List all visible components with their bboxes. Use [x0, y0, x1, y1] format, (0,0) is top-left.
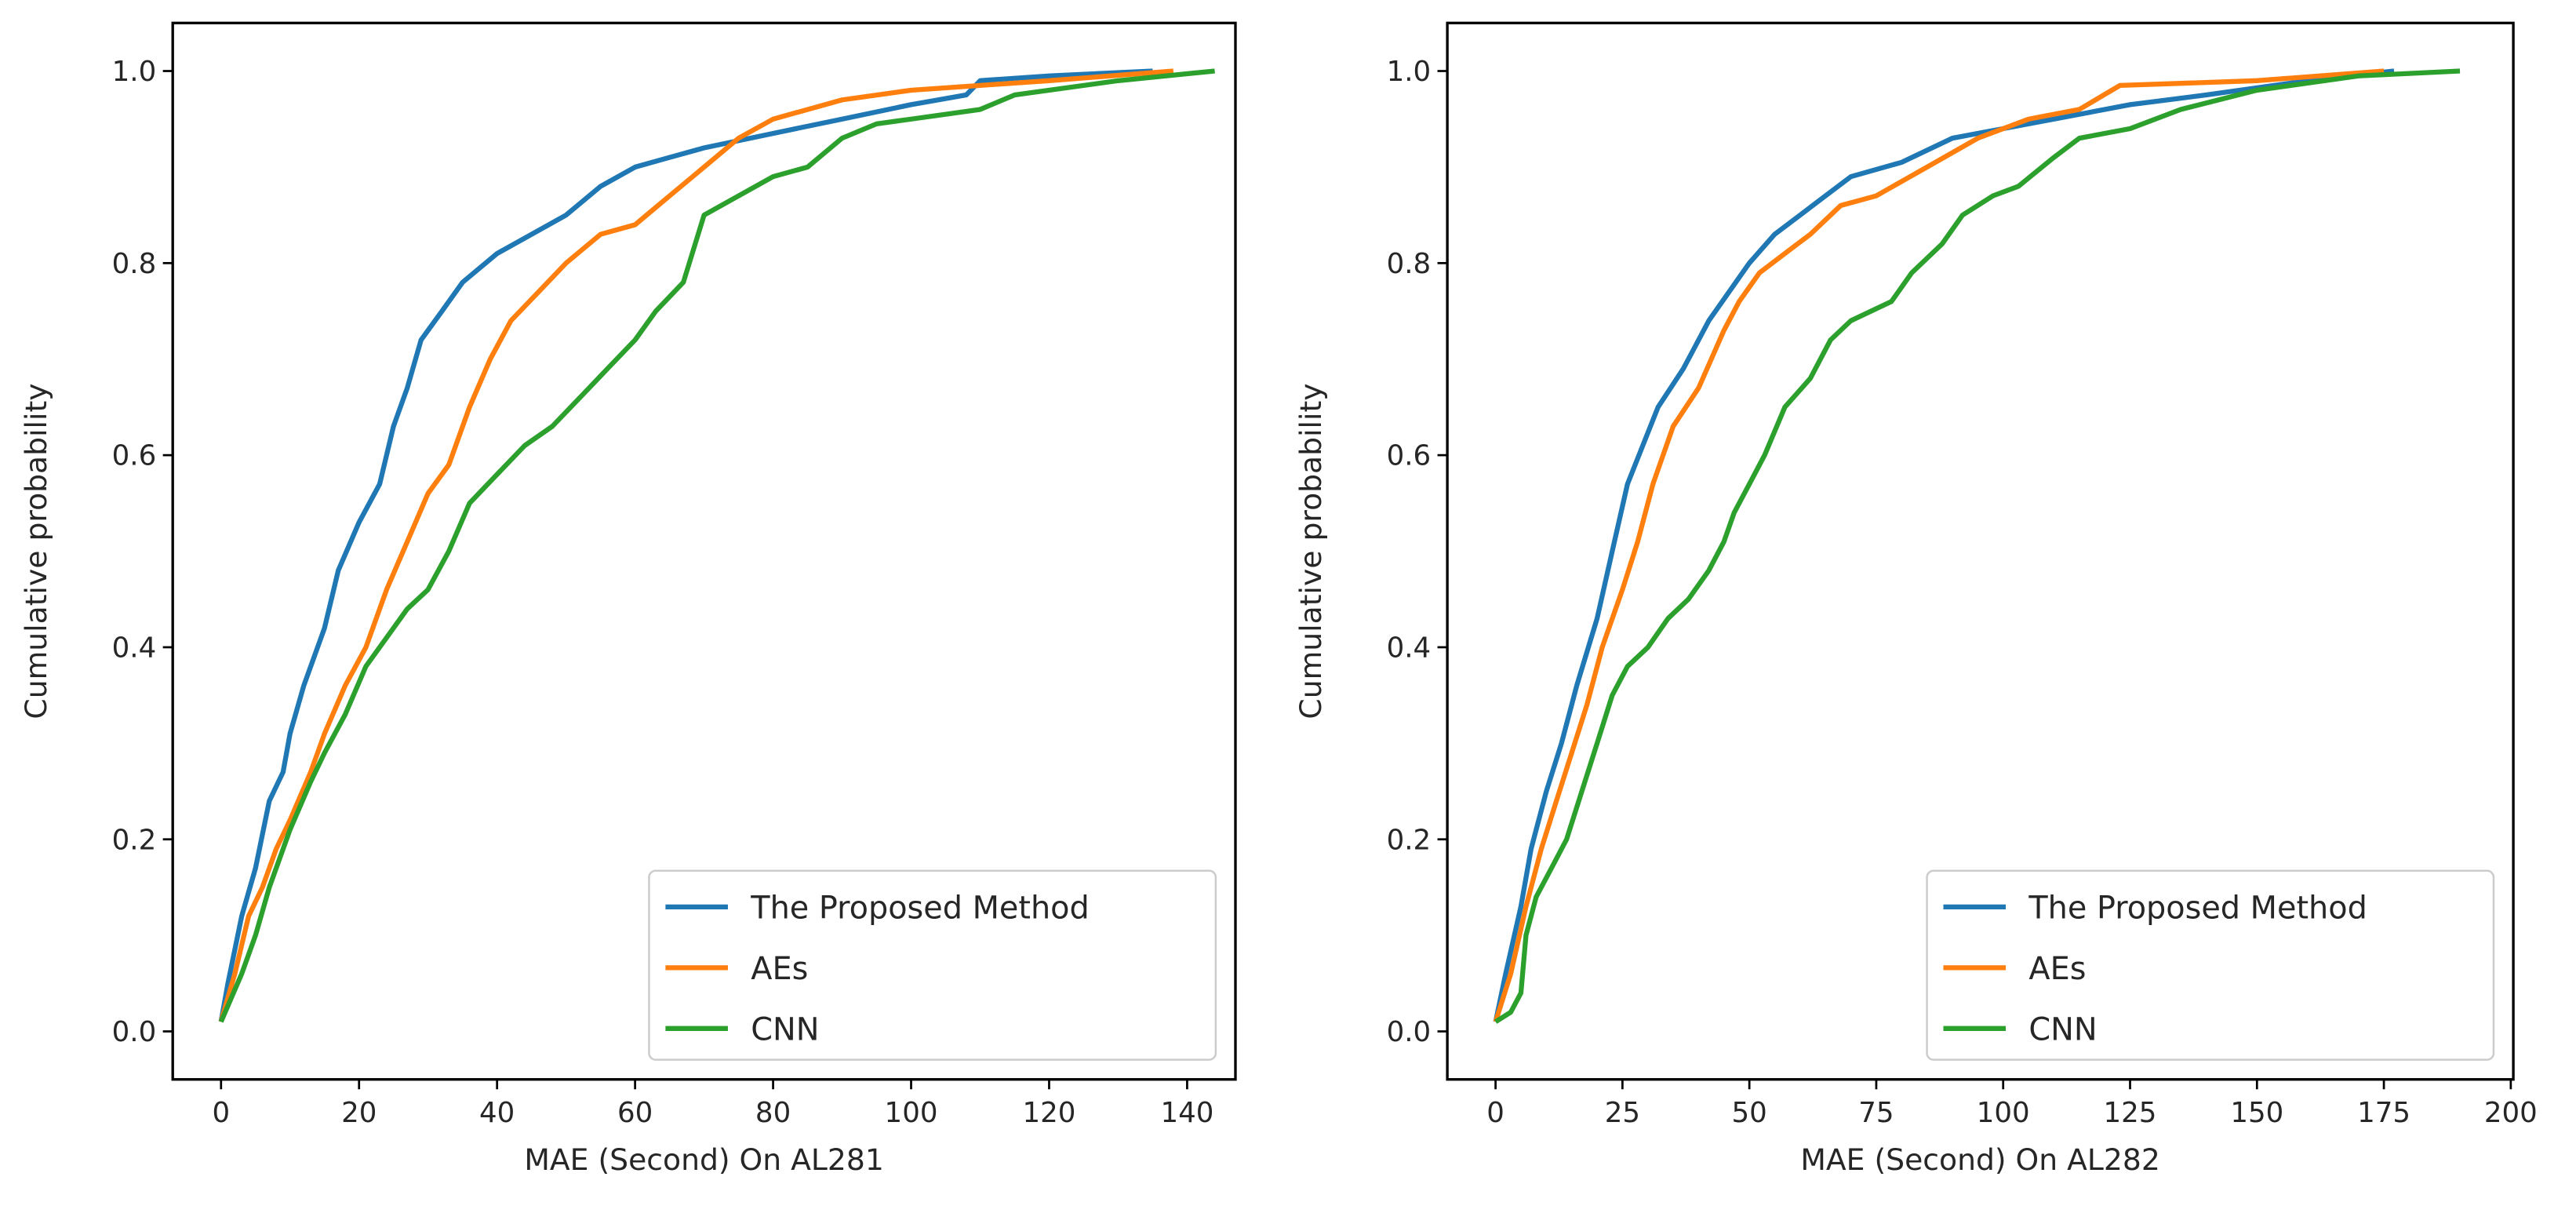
legend-label: CNN [2028, 1011, 2097, 1047]
x-tick-label: 100 [1977, 1097, 2030, 1129]
x-tick-label: 120 [1023, 1097, 1076, 1129]
x-tick-label: 200 [2484, 1097, 2538, 1129]
legend-label: CNN [751, 1011, 819, 1047]
x-tick-label: 75 [1858, 1097, 1894, 1129]
y-tick-label: 1.0 [1387, 56, 1432, 88]
x-tick-label: 0 [1486, 1097, 1504, 1129]
y-tick-label: 0.8 [112, 248, 157, 280]
axes-frame [1446, 21, 2515, 1081]
legend-label: The Proposed Method [750, 891, 1089, 927]
legend-label: AEs [2028, 951, 2086, 987]
x-tick-label: 60 [617, 1097, 653, 1129]
y-tick-label: 0.2 [1387, 824, 1432, 856]
x-tick-label: 140 [1160, 1097, 1213, 1129]
x-tick-label: 100 [885, 1097, 938, 1129]
y-tick-label: 0.4 [112, 632, 157, 664]
legend-box [648, 869, 1217, 1061]
x-tick-label: 50 [1732, 1097, 1767, 1129]
series-line-cnn [218, 68, 1215, 1023]
subplot-1: 0 20 40 60 80 100 120 140 0.0 0.2 0.4 0.6 0.8 1.0 MAE … [19, 21, 1237, 1177]
axes-frame [171, 21, 1237, 1081]
y-tick-label: 0.0 [112, 1016, 157, 1048]
legend-label: The Proposed Method [2028, 891, 2367, 927]
x-tick-label: 150 [2230, 1097, 2283, 1129]
subplot-2: 0 25 50 75 100 125 150 175 200 0.0 0.2 0.4 0.6 0.8 1.0… [1293, 21, 2538, 1177]
series-line-the-proposed-method [1493, 68, 2395, 1022]
x-tick-label: 40 [479, 1097, 515, 1129]
x-tick-label: 0 [212, 1097, 230, 1129]
x-axis-label: MAE (Second) On AL281 [524, 1142, 883, 1177]
series-line-cnn [1494, 68, 2461, 1024]
series-line-the-proposed-method [218, 68, 1153, 1022]
x-tick-label: 175 [2357, 1097, 2410, 1129]
legend-label: AEs [751, 951, 808, 987]
y-tick-label: 0.2 [112, 824, 157, 856]
y-axis-label: Cumulative probability [19, 383, 53, 719]
x-tick-label: 20 [341, 1097, 377, 1129]
legend: The Proposed Method AEs CNN [1926, 869, 2495, 1061]
series-line-aes [1493, 68, 2385, 1023]
legend: The Proposed Method AEs CNN [648, 869, 1217, 1061]
x-tick-label: 125 [2104, 1097, 2157, 1129]
legend-box [1926, 869, 2495, 1061]
x-tick-label: 25 [1605, 1097, 1640, 1129]
y-tick-label: 0.6 [112, 440, 157, 472]
y-tick-label: 0.4 [1387, 632, 1432, 664]
y-tick-label: 0.0 [1387, 1016, 1432, 1048]
y-tick-label: 0.6 [1387, 440, 1432, 472]
y-axis-label: Cumulative probability [1293, 383, 1328, 719]
x-axis-label: MAE (Second) On AL282 [1800, 1142, 2159, 1177]
y-tick-label: 0.8 [1387, 248, 1432, 280]
series-line-aes [218, 68, 1174, 1023]
x-tick-label: 80 [755, 1097, 791, 1129]
y-tick-label: 1.0 [112, 56, 157, 88]
